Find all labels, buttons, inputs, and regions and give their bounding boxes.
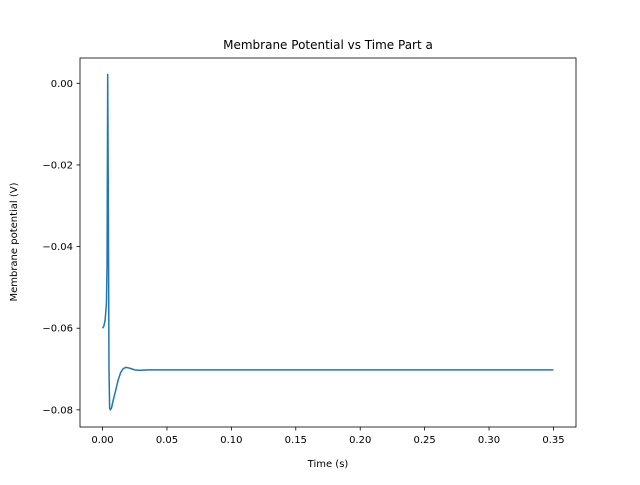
y-tick-label: −0.04 [42, 242, 73, 253]
x-axis: 0.00 0.05 0.10 0.15 0.20 0.25 0.30 0.35 [91, 427, 565, 446]
y-tick-label: −0.06 [42, 324, 73, 335]
x-tick-label: 0.35 [542, 435, 564, 446]
series-line-0 [101, 73, 554, 411]
x-tick-label: 0.30 [478, 435, 500, 446]
x-tick-label: 0.00 [91, 435, 113, 446]
x-tick-label: 0.05 [156, 435, 178, 446]
plot-area [101, 73, 554, 411]
y-tick-label: 0.00 [51, 79, 73, 90]
y-tick-label: −0.02 [42, 160, 73, 171]
x-tick-label: 0.20 [349, 435, 371, 446]
y-tick-label: −0.08 [42, 405, 73, 416]
x-axis-label: Time (s) [307, 459, 349, 470]
x-tick-label: 0.15 [285, 435, 307, 446]
x-tick-label: 0.25 [413, 435, 435, 446]
x-tick-label: 0.10 [220, 435, 242, 446]
axes-frame [79, 57, 577, 428]
y-axis: 0.00 −0.02 −0.04 −0.06 −0.08 [42, 79, 80, 416]
y-axis-label: Membrane potential (V) [9, 182, 20, 301]
chart-title: Membrane Potential vs Time Part a [223, 38, 433, 52]
